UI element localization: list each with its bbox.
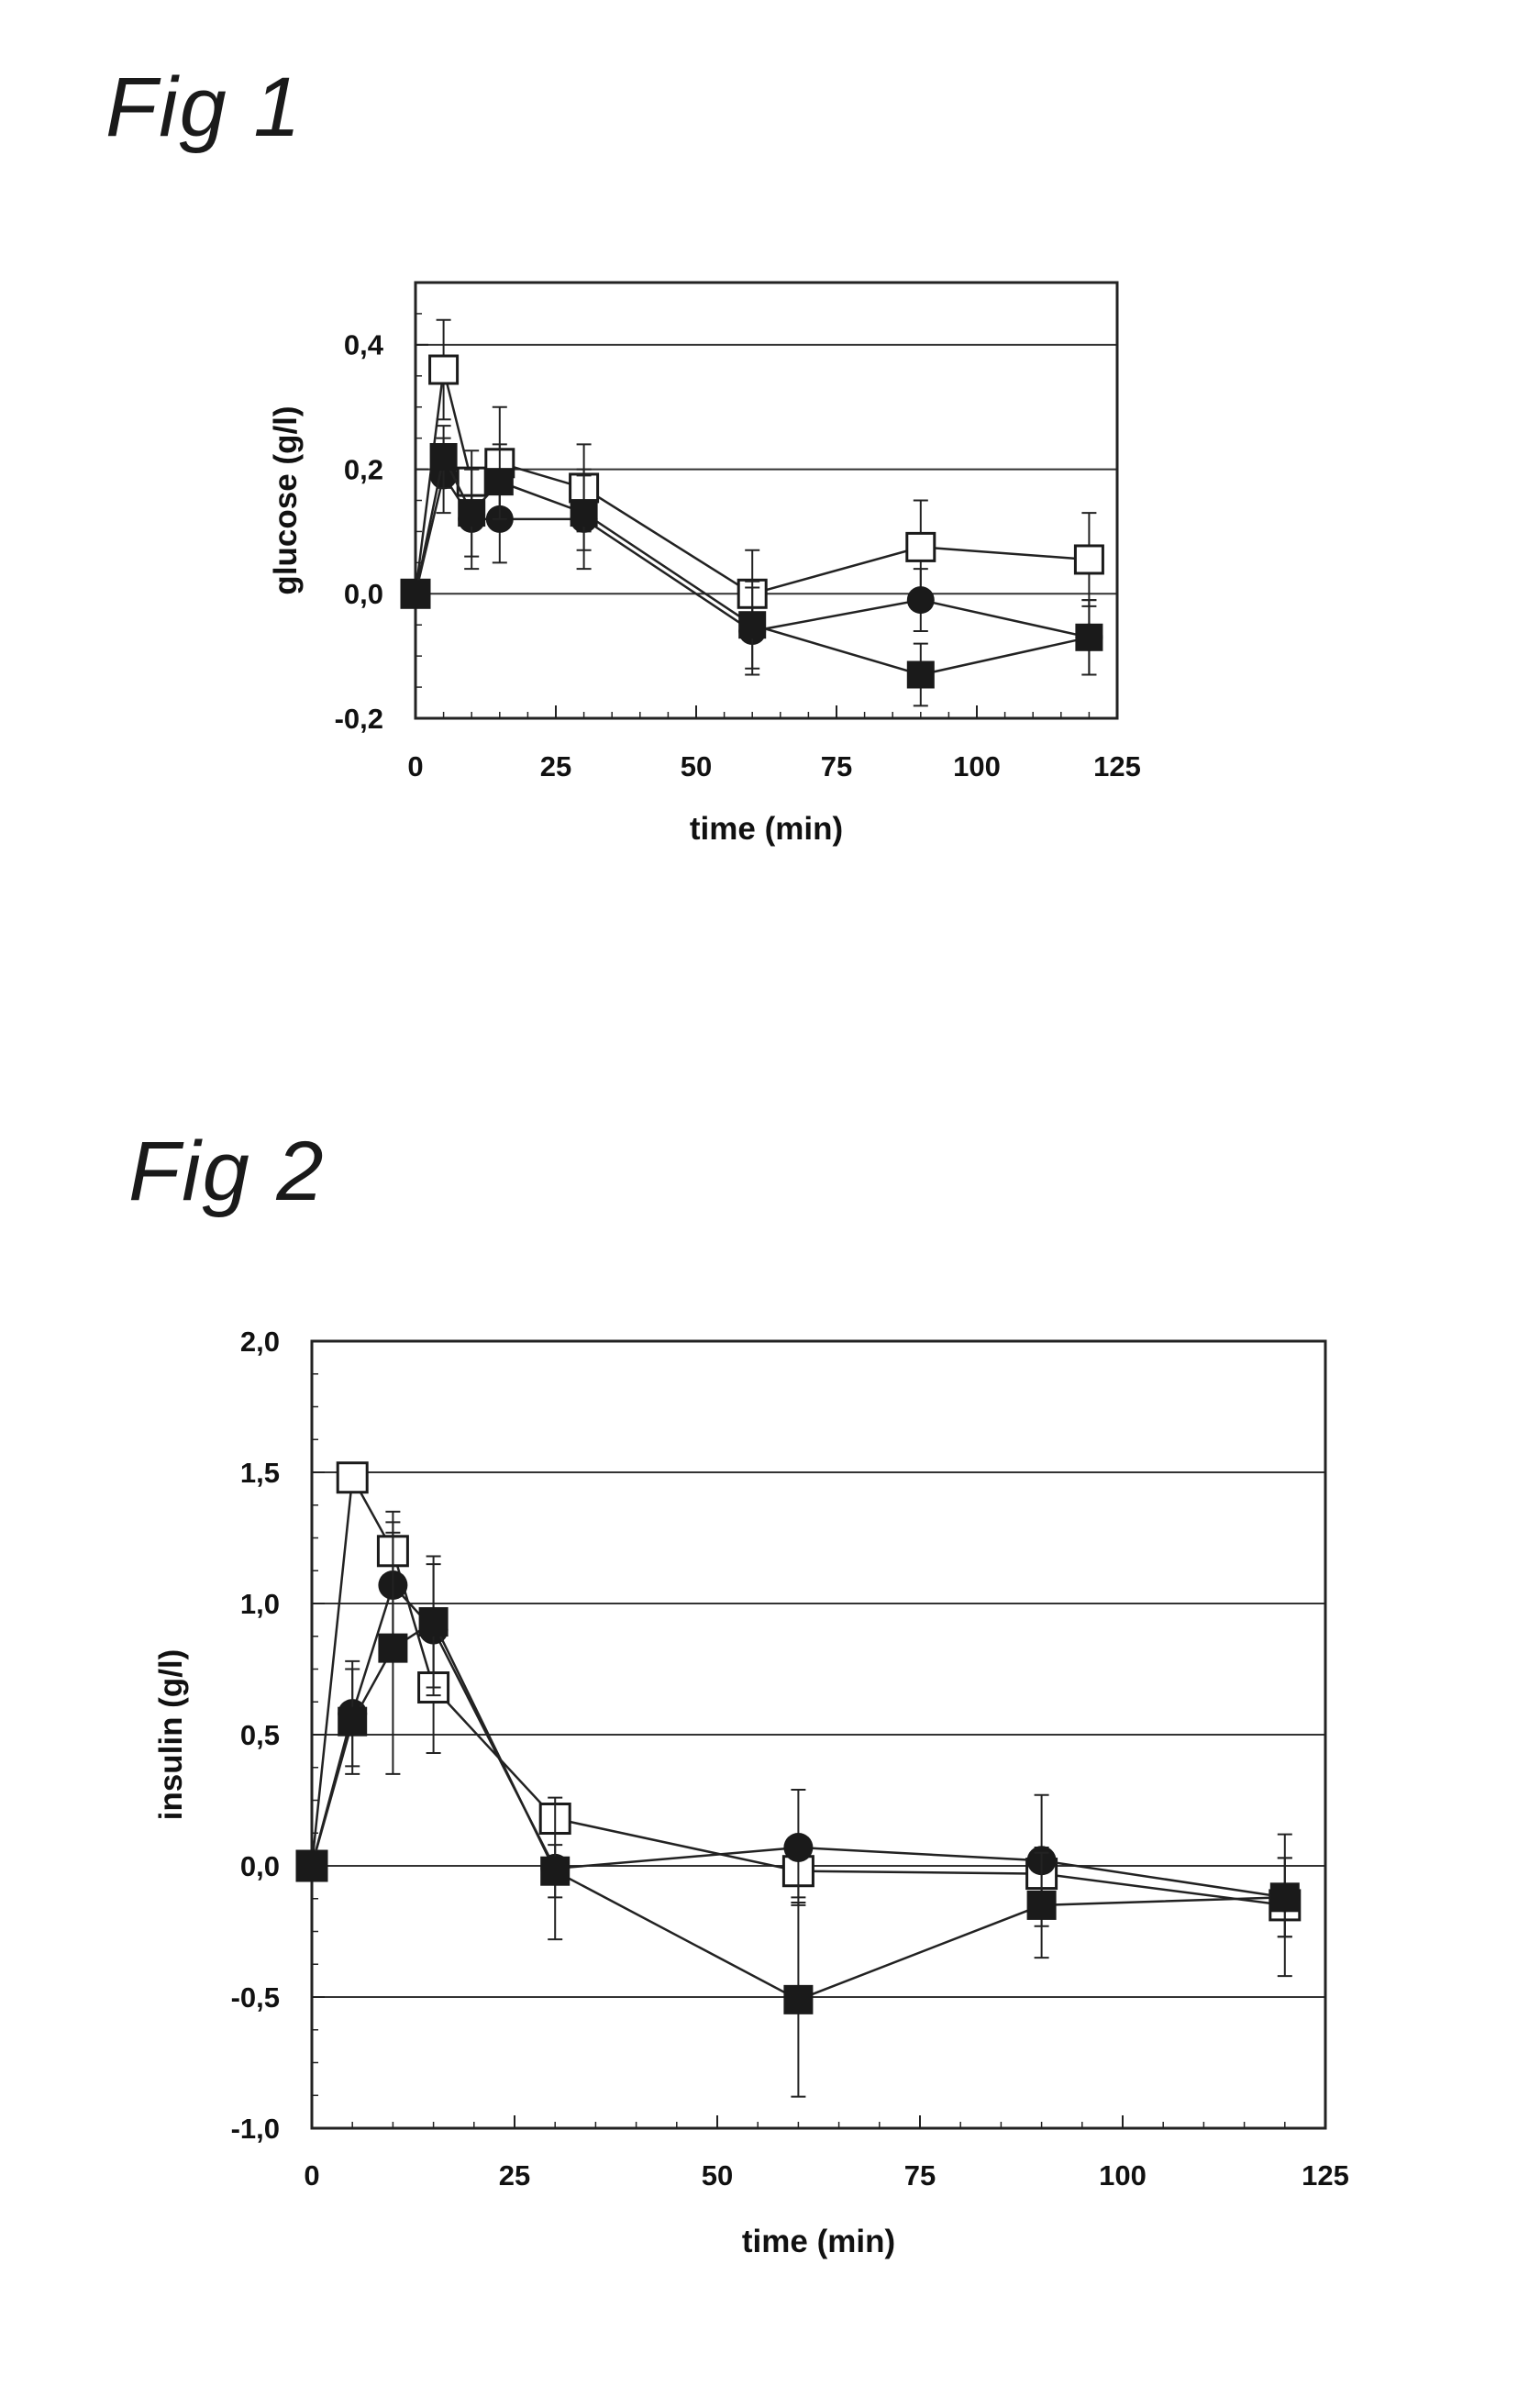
x-tick-label: 100 (1099, 2159, 1147, 2192)
x-tick-label: 75 (821, 750, 852, 782)
data-point (458, 499, 485, 527)
y-tick-label: 0,2 (344, 453, 383, 485)
data-point (783, 1985, 813, 2014)
data-point (1270, 1882, 1300, 1912)
data-point (907, 586, 935, 614)
chart-2: -1,0 -0,5 0,0 0,5 1,0 1,5 2,0 0 25 50 75 100 125 time… (153, 1326, 1349, 2259)
data-point (378, 1634, 407, 1663)
data-point (430, 356, 458, 383)
x-tick-label: 100 (953, 750, 1001, 782)
data-point (571, 499, 598, 527)
y-axis-label: insulin (g/l) (153, 1649, 189, 1821)
chart-1: -0,2 0,0 0,2 0,4 0 25 50 75 100 125 time (min) gluc… (268, 283, 1141, 847)
data-point (540, 1857, 570, 1886)
plot-frame (415, 283, 1117, 718)
x-tick-label: 50 (702, 2159, 733, 2192)
x-tick-label: 75 (904, 2159, 936, 2192)
x-tick-label: 25 (499, 2159, 530, 2192)
x-tick-label: 0 (304, 2159, 319, 2192)
data-point (907, 533, 935, 560)
data-point (1027, 1891, 1057, 1920)
x-axis-label: time (min) (690, 811, 843, 847)
y-tick-label: 0,5 (240, 1719, 280, 1751)
y-tick-label: -1,0 (231, 2113, 280, 2145)
data-point (297, 1851, 327, 1881)
data-point (338, 1707, 367, 1737)
x-tick-label: 125 (1302, 2159, 1349, 2192)
data-point (402, 580, 429, 607)
data-point (486, 468, 514, 495)
y-tick-label: 0,0 (240, 1850, 280, 1882)
data-point (1075, 624, 1102, 651)
y-tick-label: -0,2 (335, 703, 383, 735)
data-point (1075, 546, 1102, 573)
data-point (419, 1607, 449, 1637)
y-tick-label: 2,0 (240, 1326, 280, 1358)
x-tick-label: 125 (1093, 750, 1141, 782)
y-tick-label: -0,5 (231, 1981, 280, 2014)
x-tick-label: 0 (407, 750, 423, 782)
y-tick-label: 0,0 (344, 578, 383, 610)
y-tick-label: 1,0 (240, 1588, 280, 1620)
y-tick-label: 1,5 (240, 1457, 280, 1489)
x-tick-label: 25 (540, 750, 571, 782)
x-tick-label: 50 (681, 750, 712, 782)
data-point (907, 661, 935, 689)
data-point (738, 611, 766, 638)
data-point (430, 443, 458, 471)
data-point (783, 1833, 813, 1862)
x-axis-label: time (min) (742, 2224, 895, 2259)
y-tick-label: 0,4 (344, 329, 384, 361)
data-point (338, 1463, 367, 1493)
series-filled-circle (297, 1533, 1300, 1939)
y-axis-label: glucose (g/l) (268, 405, 304, 594)
